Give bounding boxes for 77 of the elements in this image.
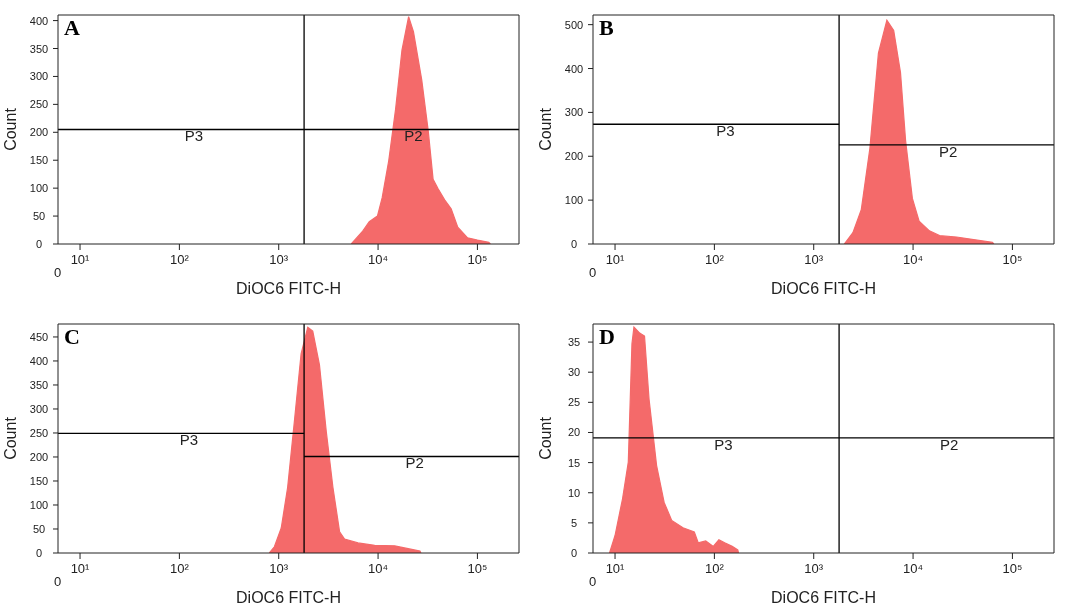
x-tick-label: 10³ xyxy=(269,561,289,576)
x-tick-label: 10⁵ xyxy=(1002,561,1023,576)
y-tick-label: 0 xyxy=(570,547,578,559)
x-tick-label: 10² xyxy=(704,561,725,576)
chart-title: A xyxy=(64,15,80,40)
y-axis-title: Count xyxy=(536,107,554,151)
y-tick-label: 100 xyxy=(564,194,584,207)
y-tick-label: 0 xyxy=(35,238,43,250)
annotation: P3 xyxy=(714,435,733,453)
x-tick-label: 10⁵ xyxy=(467,561,488,576)
y-tick-label: 35 xyxy=(567,336,581,349)
annotation: P3 xyxy=(716,121,735,139)
y-tick-label: 5 xyxy=(570,516,578,529)
y-tick-label: 400 xyxy=(29,354,49,367)
x-tick-label: 10³ xyxy=(804,561,824,576)
y-tick-label: 100 xyxy=(29,498,49,511)
y-axis-title: Count xyxy=(1,107,19,151)
annotation: P2 xyxy=(938,142,958,160)
x-tick-label: 10⁴ xyxy=(903,252,924,267)
annotation: P3 xyxy=(184,127,204,145)
y-tick-label: 400 xyxy=(564,62,584,75)
y-tick-label: 200 xyxy=(564,150,584,163)
chart-title: C xyxy=(64,324,80,349)
x-tick-label: 10³ xyxy=(804,252,824,267)
y-tick-label: 350 xyxy=(29,378,49,391)
y-tick-label: 25 xyxy=(567,396,581,409)
x-axis-title: DiOC6 FITC-H xyxy=(771,589,876,606)
x-tick-label: 10⁴ xyxy=(368,561,389,576)
y-tick-label: 250 xyxy=(29,426,49,439)
y-tick-label: 500 xyxy=(564,18,584,31)
annotation: P2 xyxy=(940,435,959,453)
x-tick-label: 10⁵ xyxy=(467,252,488,267)
x-tick-label: 10⁴ xyxy=(368,252,389,267)
chart-title: B xyxy=(599,15,614,40)
y-tick-label: 300 xyxy=(564,106,584,119)
y-tick-label: 450 xyxy=(29,330,49,343)
y-tick-label: 100 xyxy=(29,182,49,195)
annotation: P2 xyxy=(404,127,423,145)
x-tick-label: 10² xyxy=(169,561,190,576)
y-tick-label: 200 xyxy=(29,450,49,463)
y-tick-label: 300 xyxy=(29,402,49,415)
annotation: P3 xyxy=(179,431,199,449)
x-tick-label: 10¹ xyxy=(605,561,626,576)
chart-title: D xyxy=(599,324,615,349)
annotation: P2 xyxy=(405,454,424,472)
x-tick-label: 10¹ xyxy=(70,561,91,576)
x-tick-label: 10⁴ xyxy=(903,561,924,576)
x-tick-label: 10³ xyxy=(269,252,289,267)
x-tick-label: 10² xyxy=(169,252,190,267)
x-tick-label: 10⁵ xyxy=(1002,252,1023,267)
y-tick-label: 20 xyxy=(567,426,581,439)
x-axis-title: DiOC6 FITC-H xyxy=(771,280,876,297)
y-tick-label: 0 xyxy=(570,238,578,250)
y-axis-title: Count xyxy=(536,416,554,460)
y-tick-label: 0 xyxy=(35,547,43,559)
text: 0 xyxy=(589,265,597,280)
text: 0 xyxy=(54,265,62,280)
text: 0 xyxy=(589,574,597,589)
x-tick-label: 10² xyxy=(704,252,725,267)
x-axis-title: DiOC6 FITC-H xyxy=(236,280,341,297)
y-tick-label: 150 xyxy=(29,154,49,167)
y-axis-title: Count xyxy=(1,416,19,460)
x-axis-title: DiOC6 FITC-H xyxy=(236,589,341,606)
x-tick-label: 10¹ xyxy=(70,252,91,267)
y-tick-label: 15 xyxy=(567,456,581,469)
y-tick-label: 50 xyxy=(32,210,46,223)
x-tick-label: 10¹ xyxy=(605,252,626,267)
y-tick-label: 150 xyxy=(29,474,49,487)
y-tick-label: 10 xyxy=(567,486,581,499)
y-tick-label: 350 xyxy=(29,42,49,55)
y-tick-label: 200 xyxy=(29,126,49,139)
y-tick-label: 250 xyxy=(29,98,49,111)
y-tick-label: 50 xyxy=(32,523,46,535)
y-tick-label: 300 xyxy=(29,70,49,83)
y-tick-label: 30 xyxy=(567,366,581,379)
text: 0 xyxy=(54,574,62,589)
y-tick-label: 400 xyxy=(29,14,49,27)
